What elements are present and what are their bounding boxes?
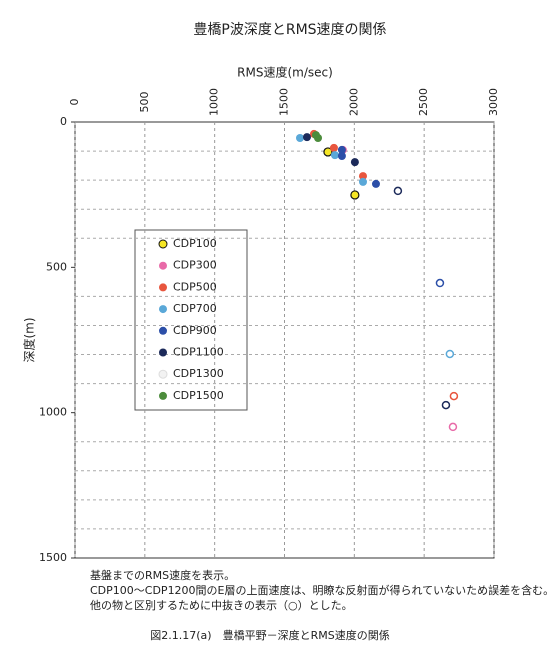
legend-marker (159, 348, 167, 357)
point (350, 158, 359, 167)
y-tick-label: 0 (60, 115, 67, 128)
x-tick-label: 2500 (417, 88, 430, 116)
point (337, 145, 346, 154)
point (314, 133, 323, 142)
x-tick-label: 1000 (208, 88, 221, 116)
caption: 図2.1.17(a) 豊橋平野－深度とRMS速度の関係 (150, 628, 389, 642)
point (393, 186, 403, 196)
legend-box (134, 229, 248, 411)
x-tick-label: 1500 (278, 88, 291, 116)
legend-label: CDP900 (173, 324, 217, 337)
y-tick-label: 1000 (39, 406, 67, 419)
legend-label: CDP100 (173, 237, 217, 250)
point (350, 190, 360, 200)
point (329, 143, 338, 152)
point (330, 151, 339, 160)
note: CDP100～CDP1200間のE層の上面速度は、明瞭な反射面が得られていないた… (90, 583, 554, 597)
x-tick-label: 0 (68, 99, 81, 106)
point (323, 147, 333, 157)
x-tick-label: 3000 (487, 88, 500, 116)
legend-marker (159, 391, 167, 400)
point (435, 278, 445, 288)
x-axis-label: RMS速度(m/sec) (237, 65, 333, 80)
note: 基盤までのRMS速度を表示。 (90, 568, 235, 582)
legend-marker (159, 326, 167, 335)
legend-label: CDP300 (173, 259, 217, 272)
point (441, 400, 451, 410)
point (449, 391, 459, 401)
point (358, 177, 367, 186)
point (337, 152, 346, 161)
legend-label: CDP1500 (173, 389, 224, 402)
y-axis-label: 深度(m) (22, 317, 37, 362)
x-tick-label: 2000 (347, 88, 360, 116)
legend-label: CDP700 (173, 302, 217, 315)
point (296, 133, 305, 142)
point (358, 172, 367, 181)
y-tick-label: 1500 (39, 551, 67, 564)
legend-marker (159, 283, 167, 292)
point (448, 422, 458, 432)
point (371, 179, 380, 188)
legend-label: CDP1300 (173, 367, 224, 380)
chart-title: 豊橋P波深度とRMS速度の関係 (193, 22, 386, 38)
note: 他の物と区別するために中抜きの表示（○）とした。 (90, 598, 353, 612)
legend-marker (158, 369, 168, 379)
legend-label: CDP1100 (173, 346, 224, 359)
x-tick-label: 500 (138, 92, 151, 113)
point (302, 133, 311, 142)
legend-marker (159, 305, 167, 314)
legend-marker (159, 261, 167, 270)
legend-label: CDP500 (173, 280, 217, 293)
y-tick-label: 500 (46, 260, 67, 273)
point (445, 349, 455, 359)
legend-marker (158, 239, 168, 249)
